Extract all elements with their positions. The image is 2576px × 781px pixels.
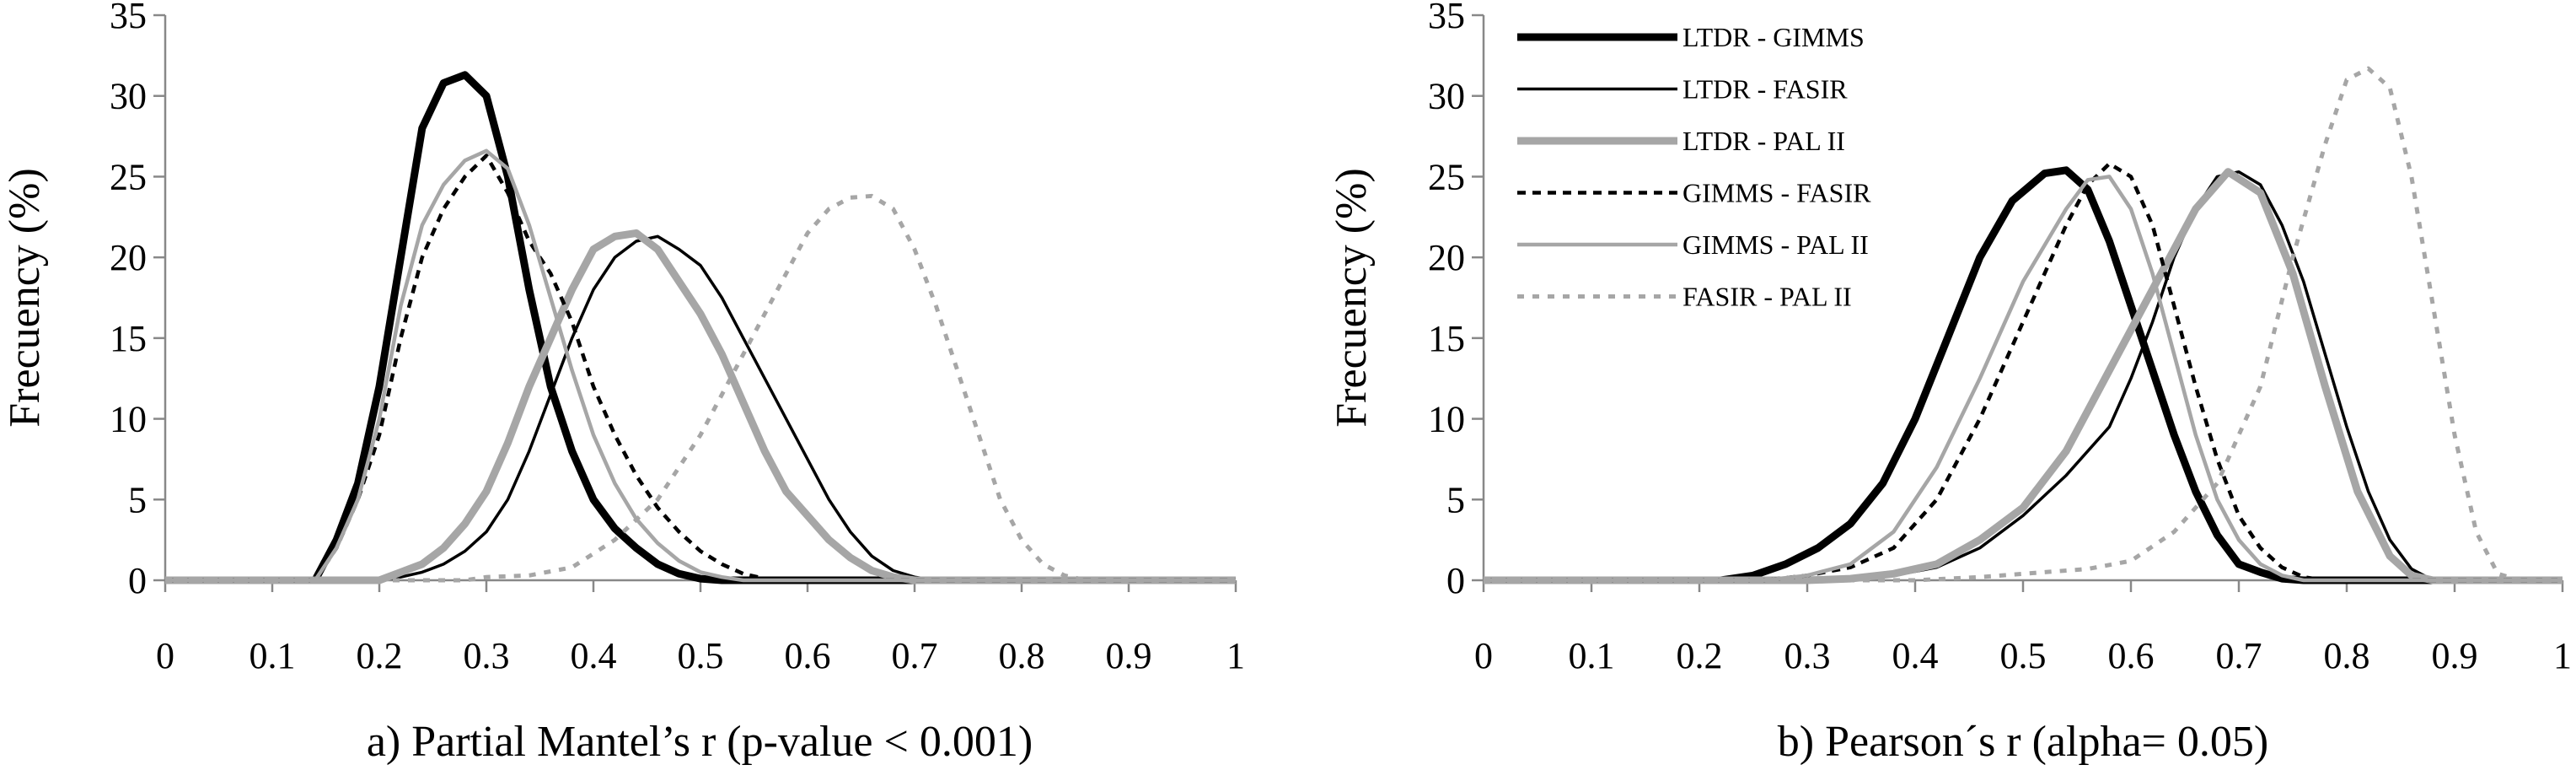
y-tick-label: 15	[1428, 318, 1465, 359]
x-tick-label: 0	[156, 635, 174, 676]
chart-panel-a: 0 5 10 15 20 25 30 35 0 0.1 0.2 0.3 0.4 0.5 0.6 0.7 0.8 0…	[1, 0, 1245, 766]
legend-label: GIMMS - PAL II	[1682, 229, 1869, 260]
x-tick-label: 0.7	[892, 635, 938, 676]
x-tick-label: 1	[1226, 635, 1245, 676]
series-line-gimms-fasir	[1484, 161, 2563, 583]
y-tick-label: 10	[1428, 399, 1465, 440]
x-tick-label: 0.5	[678, 635, 724, 676]
series-line-ltdr-gimms	[165, 71, 1236, 584]
x-tick-label: 0.1	[1569, 635, 1615, 676]
legend-label: LTDR - PAL II	[1682, 126, 1845, 156]
legend-label: LTDR - GIMMS	[1682, 22, 1865, 52]
series-line-ltdr-pal-ii	[165, 229, 1236, 584]
x-tick-label: 0.6	[2108, 635, 2155, 676]
y-tick-label: 0	[1446, 560, 1465, 601]
series-line-gimms-fasir	[165, 154, 1236, 583]
y-tick-label: 5	[128, 479, 147, 520]
y-tick-label: 30	[1428, 76, 1465, 117]
y-tick-label: 10	[110, 399, 147, 440]
x-tick-label: 0.9	[2432, 635, 2478, 676]
y-tick-label: 30	[110, 76, 147, 117]
x-tick-label: 0	[1474, 635, 1493, 676]
y-tick-label: 35	[1428, 0, 1465, 36]
x-tick-label: 0.8	[999, 635, 1045, 676]
y-tick-label: 20	[110, 237, 147, 278]
panel-caption: b) Pearson´s r (alpha= 0.05)	[1778, 718, 2268, 766]
x-tick-label: 0.9	[1106, 635, 1152, 676]
y-tick-label: 0	[128, 560, 147, 601]
panel-caption: a) Partial Mantel’s r (p-value < 0.001)	[367, 718, 1033, 766]
y-axis-label: Frecuency (%)	[1328, 168, 1376, 428]
y-tick-label: 25	[110, 156, 147, 197]
series-line-ltdr-pal-ii	[1484, 168, 2563, 584]
series-line-gimms-pal-ii	[165, 148, 1236, 583]
x-tick-label: 0.7	[2216, 635, 2262, 676]
x-tick-label: 0.4	[571, 635, 617, 676]
y-tick-label: 5	[1446, 479, 1465, 520]
x-tick-label: 0.5	[2000, 635, 2047, 676]
legend-label: LTDR - FASIR	[1682, 74, 1848, 105]
x-tick-label: 0.8	[2324, 635, 2370, 676]
x-tick-label: 0.3	[1784, 635, 1831, 676]
series-line-ltdr-fasir	[165, 234, 1236, 582]
legend-label: FASIR - PAL II	[1682, 282, 1852, 312]
x-tick-label: 0.1	[250, 635, 296, 676]
y-tick-label: 15	[110, 318, 147, 359]
chart-panel-b: 0 5 10 15 20 25 30 35 0 0.1 0.2 0.3 0.4 0.5 0.6 0.7 0.8 0…	[1328, 0, 2572, 766]
legend: LTDR - GIMMS LTDR - FASIR LTDR - PAL II GIM…	[1517, 22, 1871, 312]
x-tick-label: 0.3	[464, 635, 510, 676]
series-line-ltdr-fasir	[1484, 170, 2563, 582]
y-tick-label: 35	[110, 0, 147, 36]
x-tick-label: 0.6	[785, 635, 831, 676]
series-line-ltdr-gimms	[1484, 166, 2563, 584]
y-axis-label: Frecuency (%)	[1, 168, 49, 428]
y-tick-label: 25	[1428, 156, 1465, 197]
x-tick-label: 0.2	[357, 635, 403, 676]
series-line-gimms-pal-ii	[1484, 175, 2563, 583]
x-tick-label: 0.2	[1677, 635, 1723, 676]
legend-label: GIMMS - FASIR	[1682, 178, 1871, 208]
x-tick-label: 0.4	[1892, 635, 1939, 676]
series-line-fasir-pal-ii	[165, 193, 1236, 583]
y-tick-label: 20	[1428, 237, 1465, 278]
x-tick-label: 1	[2553, 635, 2572, 676]
